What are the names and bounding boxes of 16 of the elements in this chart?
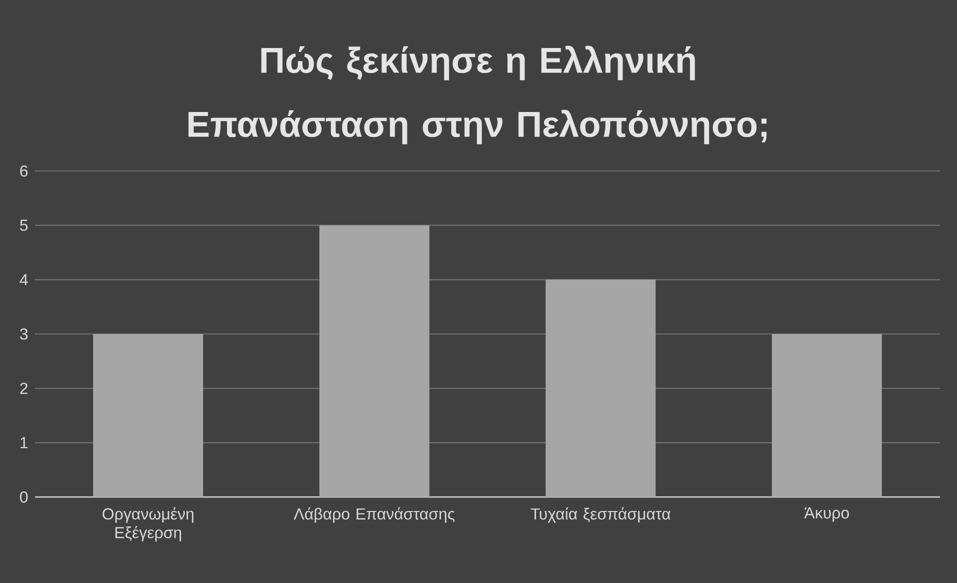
y-tick-label: 4 xyxy=(20,274,28,286)
y-tick-label: 3 xyxy=(20,328,28,340)
x-tick-label: Τυχαία ξεσπάσματα xyxy=(530,507,670,523)
y-tick-label: 1 xyxy=(20,437,28,448)
x-tick-label: Οργανωμένη Εξέγερση xyxy=(102,507,194,542)
x-tick-label: Λάβαρο Επανάστασης xyxy=(294,507,455,523)
y-tick-label: 0 xyxy=(20,491,28,503)
bar xyxy=(546,280,656,497)
bar xyxy=(93,334,204,497)
bar xyxy=(319,225,430,497)
y-tick-label: 5 xyxy=(20,220,28,231)
y-tick-label: 6 xyxy=(20,165,28,177)
x-tick-label: Άκυρο xyxy=(804,507,849,522)
bar xyxy=(772,334,882,497)
chart-title: Πώς ξεκίνησε η Ελληνική Επανάσταση στην Πελοπόννησο; xyxy=(188,46,767,144)
y-tick-label: 2 xyxy=(20,382,28,394)
